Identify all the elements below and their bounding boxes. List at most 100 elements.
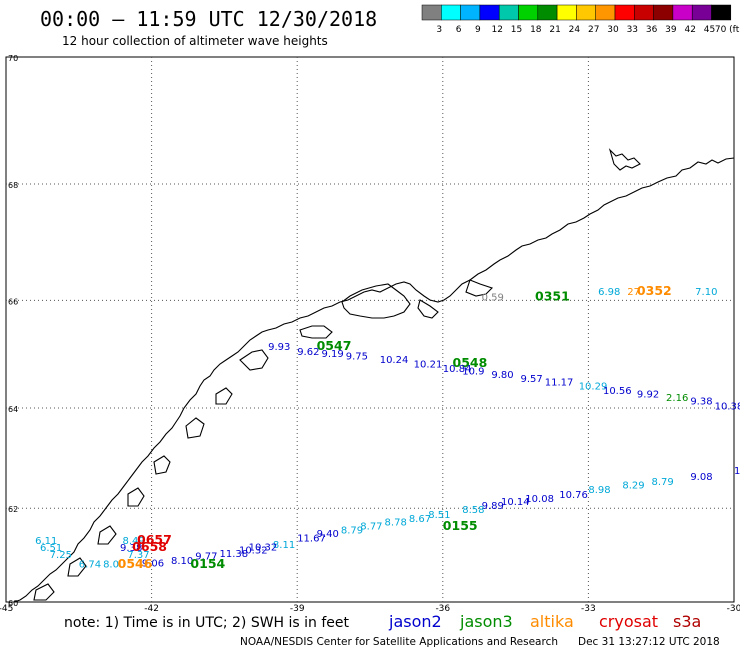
wave-height-value: 8.51 <box>428 510 450 521</box>
colorbar-swatch <box>537 4 558 21</box>
wave-height-value: 8.49 <box>122 536 144 547</box>
wave-height-value: 7.25 <box>50 550 72 561</box>
pass-time-label: 0547 <box>317 338 352 353</box>
colorbar-label: 33 <box>627 25 638 35</box>
lon-tick-label: -42 <box>144 604 159 614</box>
wave-height-value: 9.62 <box>297 347 319 358</box>
colorbar-label: 27 <box>588 25 599 35</box>
colorbar-label: 15 <box>511 25 522 35</box>
legend-jason2: jason2 <box>388 612 442 631</box>
lon-tick-label: -30 <box>727 604 740 614</box>
lat-tick-label: 68 <box>8 181 18 190</box>
wave-height-value: 8.67 <box>409 514 431 525</box>
lat-lon-grid <box>6 57 734 602</box>
wave-height-value: 9.08 <box>690 472 712 483</box>
colorbar-label: 24 <box>569 25 581 35</box>
lat-tick-label: 70 <box>8 54 18 63</box>
wave-height-value: 10.9 <box>462 366 484 377</box>
pass-time-label: 0351 <box>535 288 570 303</box>
wave-height-value: 0.59 <box>482 292 504 303</box>
colorbar-label: 9 <box>475 25 481 35</box>
wave-height-value: 8.98 <box>588 485 610 496</box>
colorbar-swatch <box>556 4 577 21</box>
wave-height-value: 9.80 <box>491 370 513 381</box>
wave-height-value: 9.38 <box>120 543 142 554</box>
colorbar-swatch <box>595 4 616 21</box>
legend-cryosat: cryosat <box>599 612 658 631</box>
wave-height-value: 9.75 <box>346 351 368 362</box>
wave-height-value: 10.56 <box>603 386 632 397</box>
wave-height-value: 2.16 <box>666 393 688 404</box>
wave-height-value: 8.78 <box>385 518 407 529</box>
colorbar-label: 45 <box>704 25 715 35</box>
colorbar-swatch <box>653 4 674 21</box>
wave-height-value: 8.29 <box>622 481 644 492</box>
wave-height-value: 11.67 <box>297 534 326 545</box>
pass-time-label: 0658 <box>132 539 167 554</box>
lon-tick-label: -33 <box>581 604 596 614</box>
wave-height-value: 8.79 <box>341 526 363 537</box>
wave-height-value: 10.76 <box>559 490 588 501</box>
wave-height-value: 7.37 <box>127 550 149 561</box>
wave-height-value: 10.32 <box>249 543 278 554</box>
colorbar-label: 12 <box>491 25 502 35</box>
colorbar-label: 36 <box>646 25 658 35</box>
map-subtitle: 12 hour collection of altimeter wave hei… <box>62 34 328 48</box>
wave-height-value: 6.11 <box>35 536 57 547</box>
wave-height-value: 10.29 <box>579 382 608 393</box>
wave-height-value: 8.10 <box>171 556 193 567</box>
lat-tick-label: 64 <box>8 405 18 414</box>
wave-height-value: 9.40 <box>317 529 339 540</box>
wave-height-value: 8.58 <box>462 505 484 516</box>
colorbar-label: 70 (ft) <box>715 25 740 35</box>
satellite-legend: jason2 jason3 altika cryosat s3a <box>388 612 701 631</box>
colorbar-swatch <box>711 4 732 21</box>
wave-height-value: 9.89 <box>482 501 504 512</box>
colorbar-swatch <box>460 4 481 21</box>
legend-jason3: jason3 <box>459 612 513 631</box>
wave-height-value: 8.0 <box>103 560 119 571</box>
colorbar-label: 18 <box>530 25 542 35</box>
lat-tick-label: 60 <box>8 599 18 608</box>
wave-height-value: 9.93 <box>268 342 290 353</box>
wave-height-value: 11.38 <box>220 549 249 560</box>
wave-height-value: 11.64 <box>734 466 740 477</box>
wave-height-value: 10.08 <box>525 494 554 505</box>
lon-tick-label: -39 <box>290 604 305 614</box>
wave-height-value: 9.19 <box>321 349 343 360</box>
plot-frame <box>5 56 735 603</box>
colorbar-swatch <box>479 4 500 21</box>
wave-height-value: 10.84 <box>443 364 472 375</box>
legend-altika: altika <box>530 612 574 631</box>
pass-time-label: 0155 <box>443 518 478 533</box>
pass-time-label: 0657 <box>137 532 172 547</box>
axis-tick-labels: -45 -42 -39 -36 -33 -30 60 62 64 66 68 70 <box>0 54 740 614</box>
colorbar-swatch <box>421 4 442 21</box>
wave-height-value: 9.06 <box>142 559 164 570</box>
pass-time-label: 0546 <box>118 556 153 571</box>
wave-height-value: 9.38 <box>690 396 712 407</box>
timestamp-text: Dec 31 13:27:12 UTC 2018 <box>578 636 720 648</box>
wave-height-value: 10.14 <box>501 497 530 508</box>
legend-note: note: 1) Time is in UTC; 2) SWH is in fe… <box>64 615 350 631</box>
wave-height-value: 8.77 <box>360 521 382 532</box>
colorbar-swatch <box>498 4 519 21</box>
wave-height-colorbar: 3 6 9 12 15 18 21 24 27 30 33 36 39 42 45 70 (ft) <box>421 4 740 35</box>
greenland-coastline <box>13 148 735 603</box>
map-title: 00:00 – 11:59 UTC 12/30/2018 <box>40 7 377 31</box>
lon-tick-label: -45 <box>0 604 13 614</box>
colorbar-label: 30 <box>607 25 619 35</box>
wave-height-value: 10.32 <box>239 545 268 556</box>
colorbar-swatch <box>634 4 654 21</box>
wave-height-value: 6.98 <box>598 287 620 298</box>
colorbar-swatch <box>672 4 693 21</box>
wave-height-value: 10.38 <box>715 402 740 413</box>
wave-height-value: 9.92 <box>637 390 659 401</box>
wave-height-value: 11.17 <box>545 378 574 389</box>
colorbar-swatch <box>441 4 461 21</box>
lat-tick-label: 66 <box>8 297 18 306</box>
colorbar-swatch <box>518 4 539 21</box>
wave-height-value: 6.74 <box>79 560 101 571</box>
pass-time-label: 0154 <box>190 556 225 571</box>
colorbar-label: 39 <box>665 25 677 35</box>
